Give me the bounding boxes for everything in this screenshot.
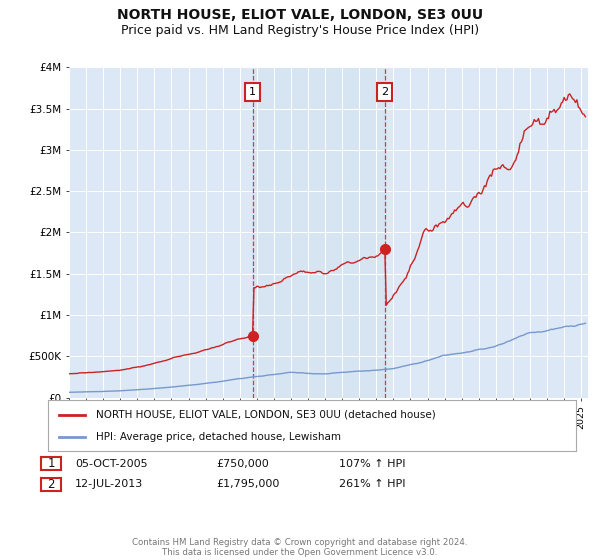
Text: £750,000: £750,000 xyxy=(216,459,269,469)
Text: 05-OCT-2005: 05-OCT-2005 xyxy=(75,459,148,469)
Text: 261% ↑ HPI: 261% ↑ HPI xyxy=(339,479,406,489)
Text: £1,795,000: £1,795,000 xyxy=(216,479,280,489)
Text: Contains HM Land Registry data © Crown copyright and database right 2024.
This d: Contains HM Land Registry data © Crown c… xyxy=(132,538,468,557)
Text: NORTH HOUSE, ELIOT VALE, LONDON, SE3 0UU (detached house): NORTH HOUSE, ELIOT VALE, LONDON, SE3 0UU… xyxy=(95,409,435,419)
Text: 2: 2 xyxy=(47,478,55,491)
Text: 1: 1 xyxy=(47,457,55,470)
Text: 107% ↑ HPI: 107% ↑ HPI xyxy=(339,459,406,469)
Text: 12-JUL-2013: 12-JUL-2013 xyxy=(75,479,143,489)
Text: HPI: Average price, detached house, Lewisham: HPI: Average price, detached house, Lewi… xyxy=(95,432,341,442)
Text: 1: 1 xyxy=(249,87,256,97)
Text: NORTH HOUSE, ELIOT VALE, LONDON, SE3 0UU: NORTH HOUSE, ELIOT VALE, LONDON, SE3 0UU xyxy=(117,8,483,22)
Bar xyxy=(253,67,385,398)
Text: Price paid vs. HM Land Registry's House Price Index (HPI): Price paid vs. HM Land Registry's House … xyxy=(121,24,479,36)
Text: 2: 2 xyxy=(381,87,388,97)
